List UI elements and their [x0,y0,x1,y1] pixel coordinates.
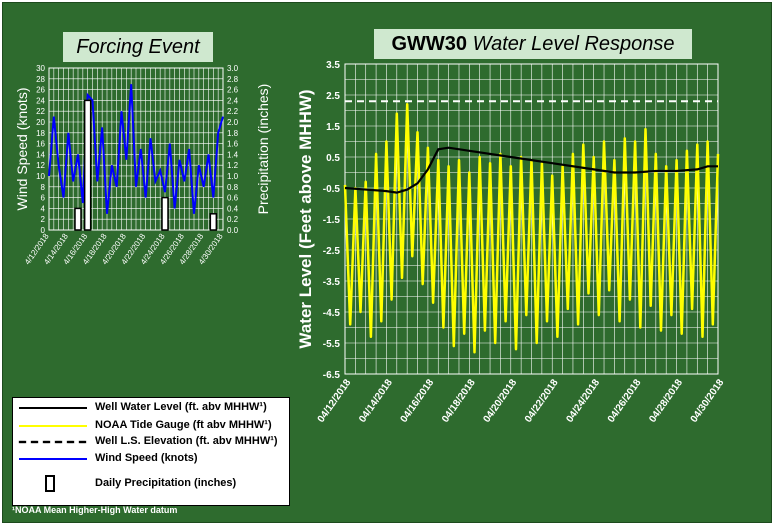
left-y2-tick-label: 2.8 [227,75,239,84]
left-y-tick-label: 18 [36,129,45,138]
right-y-tick-label: -6.5 [323,370,341,381]
right-y-tick-label: -3.5 [323,277,341,288]
right-y-tick-label: -5.5 [323,339,341,350]
left-y2-tick-label: 1.6 [227,140,239,149]
right-y-tick-label: 2.5 [326,91,340,102]
left-y2-tick-label: 0.0 [227,226,239,235]
legend-item-well: Well Water Level (ft. abv MHHW¹) [95,401,267,413]
left-y-tick-label: 14 [36,150,45,159]
legend-swatch-precip [45,475,55,492]
left-y-tick-label: 6 [41,194,46,203]
left-y2-tick-label: 3.0 [227,64,239,73]
left-y-tick-label: 2 [41,215,46,224]
right-y-tick-label: -0.5 [323,184,341,195]
right-x-tick-label: 04/26/2018 [606,377,644,425]
right-x-tick-label: 04/18/2018 [440,377,478,425]
right-x-tick-label: 04/30/2018 [689,377,727,425]
left-y2-tick-label: 0.6 [227,194,239,203]
left-y-tick-label: 10 [36,172,45,181]
right-x-tick-label: 04/28/2018 [647,377,685,425]
left-y2-tick-label: 1.4 [227,150,239,159]
left-y-tick-label: 24 [36,96,45,105]
left-y2-tick-label: 0.4 [227,204,239,213]
right-x-tick-label: 04/20/2018 [482,377,520,425]
left-y-tick-label: 22 [36,107,45,116]
right-x-tick-label: 04/14/2018 [357,377,395,425]
right-y-tick-label: -1.5 [323,215,341,226]
left-y2-tick-label: 1.0 [227,172,239,181]
right-y-tick-label: 1.5 [326,122,340,133]
right-x-tick-label: 04/22/2018 [523,377,561,425]
precip-bar [74,207,82,231]
right-x-tick-label: 04/24/2018 [564,377,602,425]
left-y-tick-label: 0 [41,226,46,235]
precip-bar [209,213,218,231]
right-x-tick-label: 04/16/2018 [399,377,437,425]
water-level-title: GWW30 Water Level Response [374,29,692,59]
water-level-title-italic: Water Level Response [472,33,675,55]
right-y-axis-title: Water Level (Feet above MHHW) [296,89,315,348]
right-plot-frame [344,63,719,375]
left-y-tick-label: 26 [36,86,45,95]
legend-item-tide: NOAA Tide Gauge (ft abv MHHW¹) [95,419,272,431]
left-y-tick-label: 30 [36,64,45,73]
left-y2-tick-label: 0.2 [227,215,239,224]
footnote: ¹NOAA Mean Higher-High Water datum [12,505,178,515]
left-plot-frame [48,67,224,231]
left-y2-tick-label: 2.0 [227,118,239,127]
right-y-tick-label: -2.5 [323,246,341,257]
left-y-tick-label: 4 [41,204,46,213]
left-y-tick-label: 28 [36,75,45,84]
wind-speed-line [48,84,224,214]
left-y2-tick-label: 0.8 [227,183,239,192]
legend-item-precip: Daily Precipitation (inches) [95,477,237,489]
left-y-tick-label: 20 [36,118,45,127]
legend-item-ls: Well L.S. Elevation (ft. abv MHHW¹) [95,435,278,447]
left-y-tick-label: 16 [36,140,45,149]
left-y-tick-label: 8 [41,183,46,192]
right-y-tick-label: -4.5 [323,308,341,319]
left-y-tick-label: 12 [36,161,45,170]
left-y2-tick-label: 2.4 [227,96,239,105]
precip-bar [83,99,92,231]
left-y2-tick-label: 2.6 [227,86,239,95]
forcing-event-title: Forcing Event [63,32,213,62]
right-y-tick-label: 3.5 [326,60,340,71]
well-water-level-line [344,146,718,194]
water-level-title-bold: GWW30 [391,33,468,55]
right-x-tick-label: 04/12/2018 [316,377,354,425]
legend-item-wind: Wind Speed (knots) [95,452,198,464]
precip-bar [161,196,169,231]
left-y-axis-title: Wind Speed (knots) [14,88,30,211]
left-y2-tick-label: 1.2 [227,161,239,170]
legend: Well Water Level (ft. abv MHHW¹) NOAA Ti… [12,397,290,506]
left-y2-axis-title: Precipitation (inches) [255,84,271,215]
right-y-tick-label: 0.5 [326,153,340,164]
left-y2-tick-label: 2.2 [227,107,239,116]
left-y2-tick-label: 1.8 [227,129,239,138]
